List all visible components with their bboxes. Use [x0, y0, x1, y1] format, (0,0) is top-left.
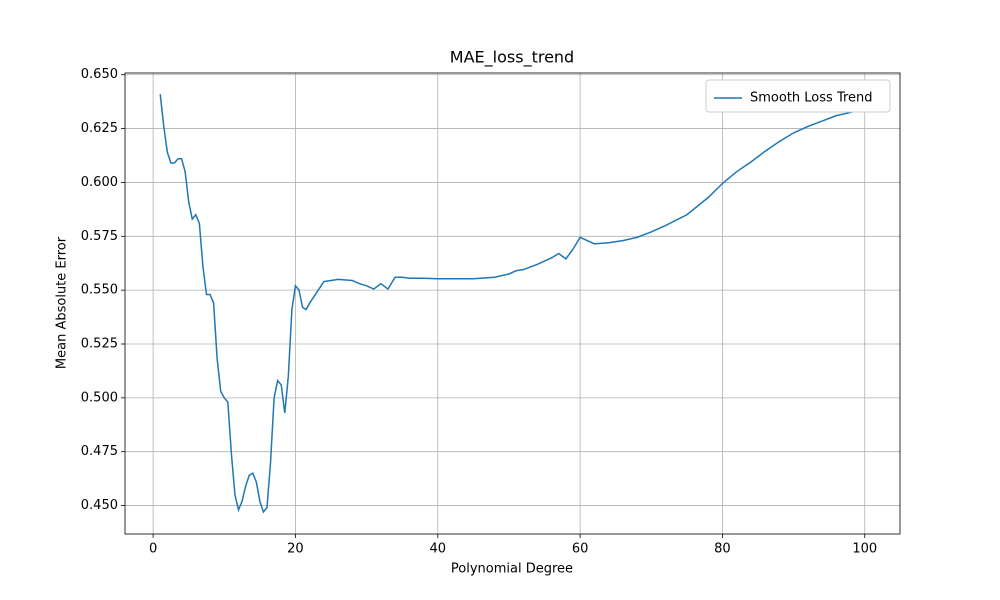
legend-box: [705, 79, 891, 113]
y-tick-label: 0.500: [81, 390, 118, 405]
x-tick-label: 20: [287, 542, 304, 557]
legend-label: Smooth Loss Trend: [750, 91, 873, 106]
x-tick-label: 80: [714, 542, 731, 557]
y-tick-label: 0.600: [81, 175, 118, 190]
x-axis-label: Polynomial Degree: [451, 562, 573, 577]
chart-title: MAE_loss_trend: [450, 48, 574, 68]
plot-frame: [124, 72, 901, 535]
line-series: [159, 94, 866, 514]
x-tick-label: 100: [852, 542, 877, 557]
y-tick-label: 0.475: [81, 444, 118, 459]
y-tick-label: 0.550: [81, 283, 118, 298]
y-tick-label: 0.625: [81, 121, 118, 136]
x-tick-label: 0: [149, 542, 157, 557]
y-tick-label: 0.450: [81, 498, 118, 513]
y-tick-label: 0.525: [81, 336, 118, 351]
y-axis-label: Mean Absolute Error: [55, 236, 70, 369]
y-tick-label: 0.575: [81, 229, 118, 244]
y-tick-label: 0.650: [81, 67, 118, 82]
x-tick-label: 40: [430, 542, 447, 557]
x-tick-label: 60: [572, 542, 589, 557]
